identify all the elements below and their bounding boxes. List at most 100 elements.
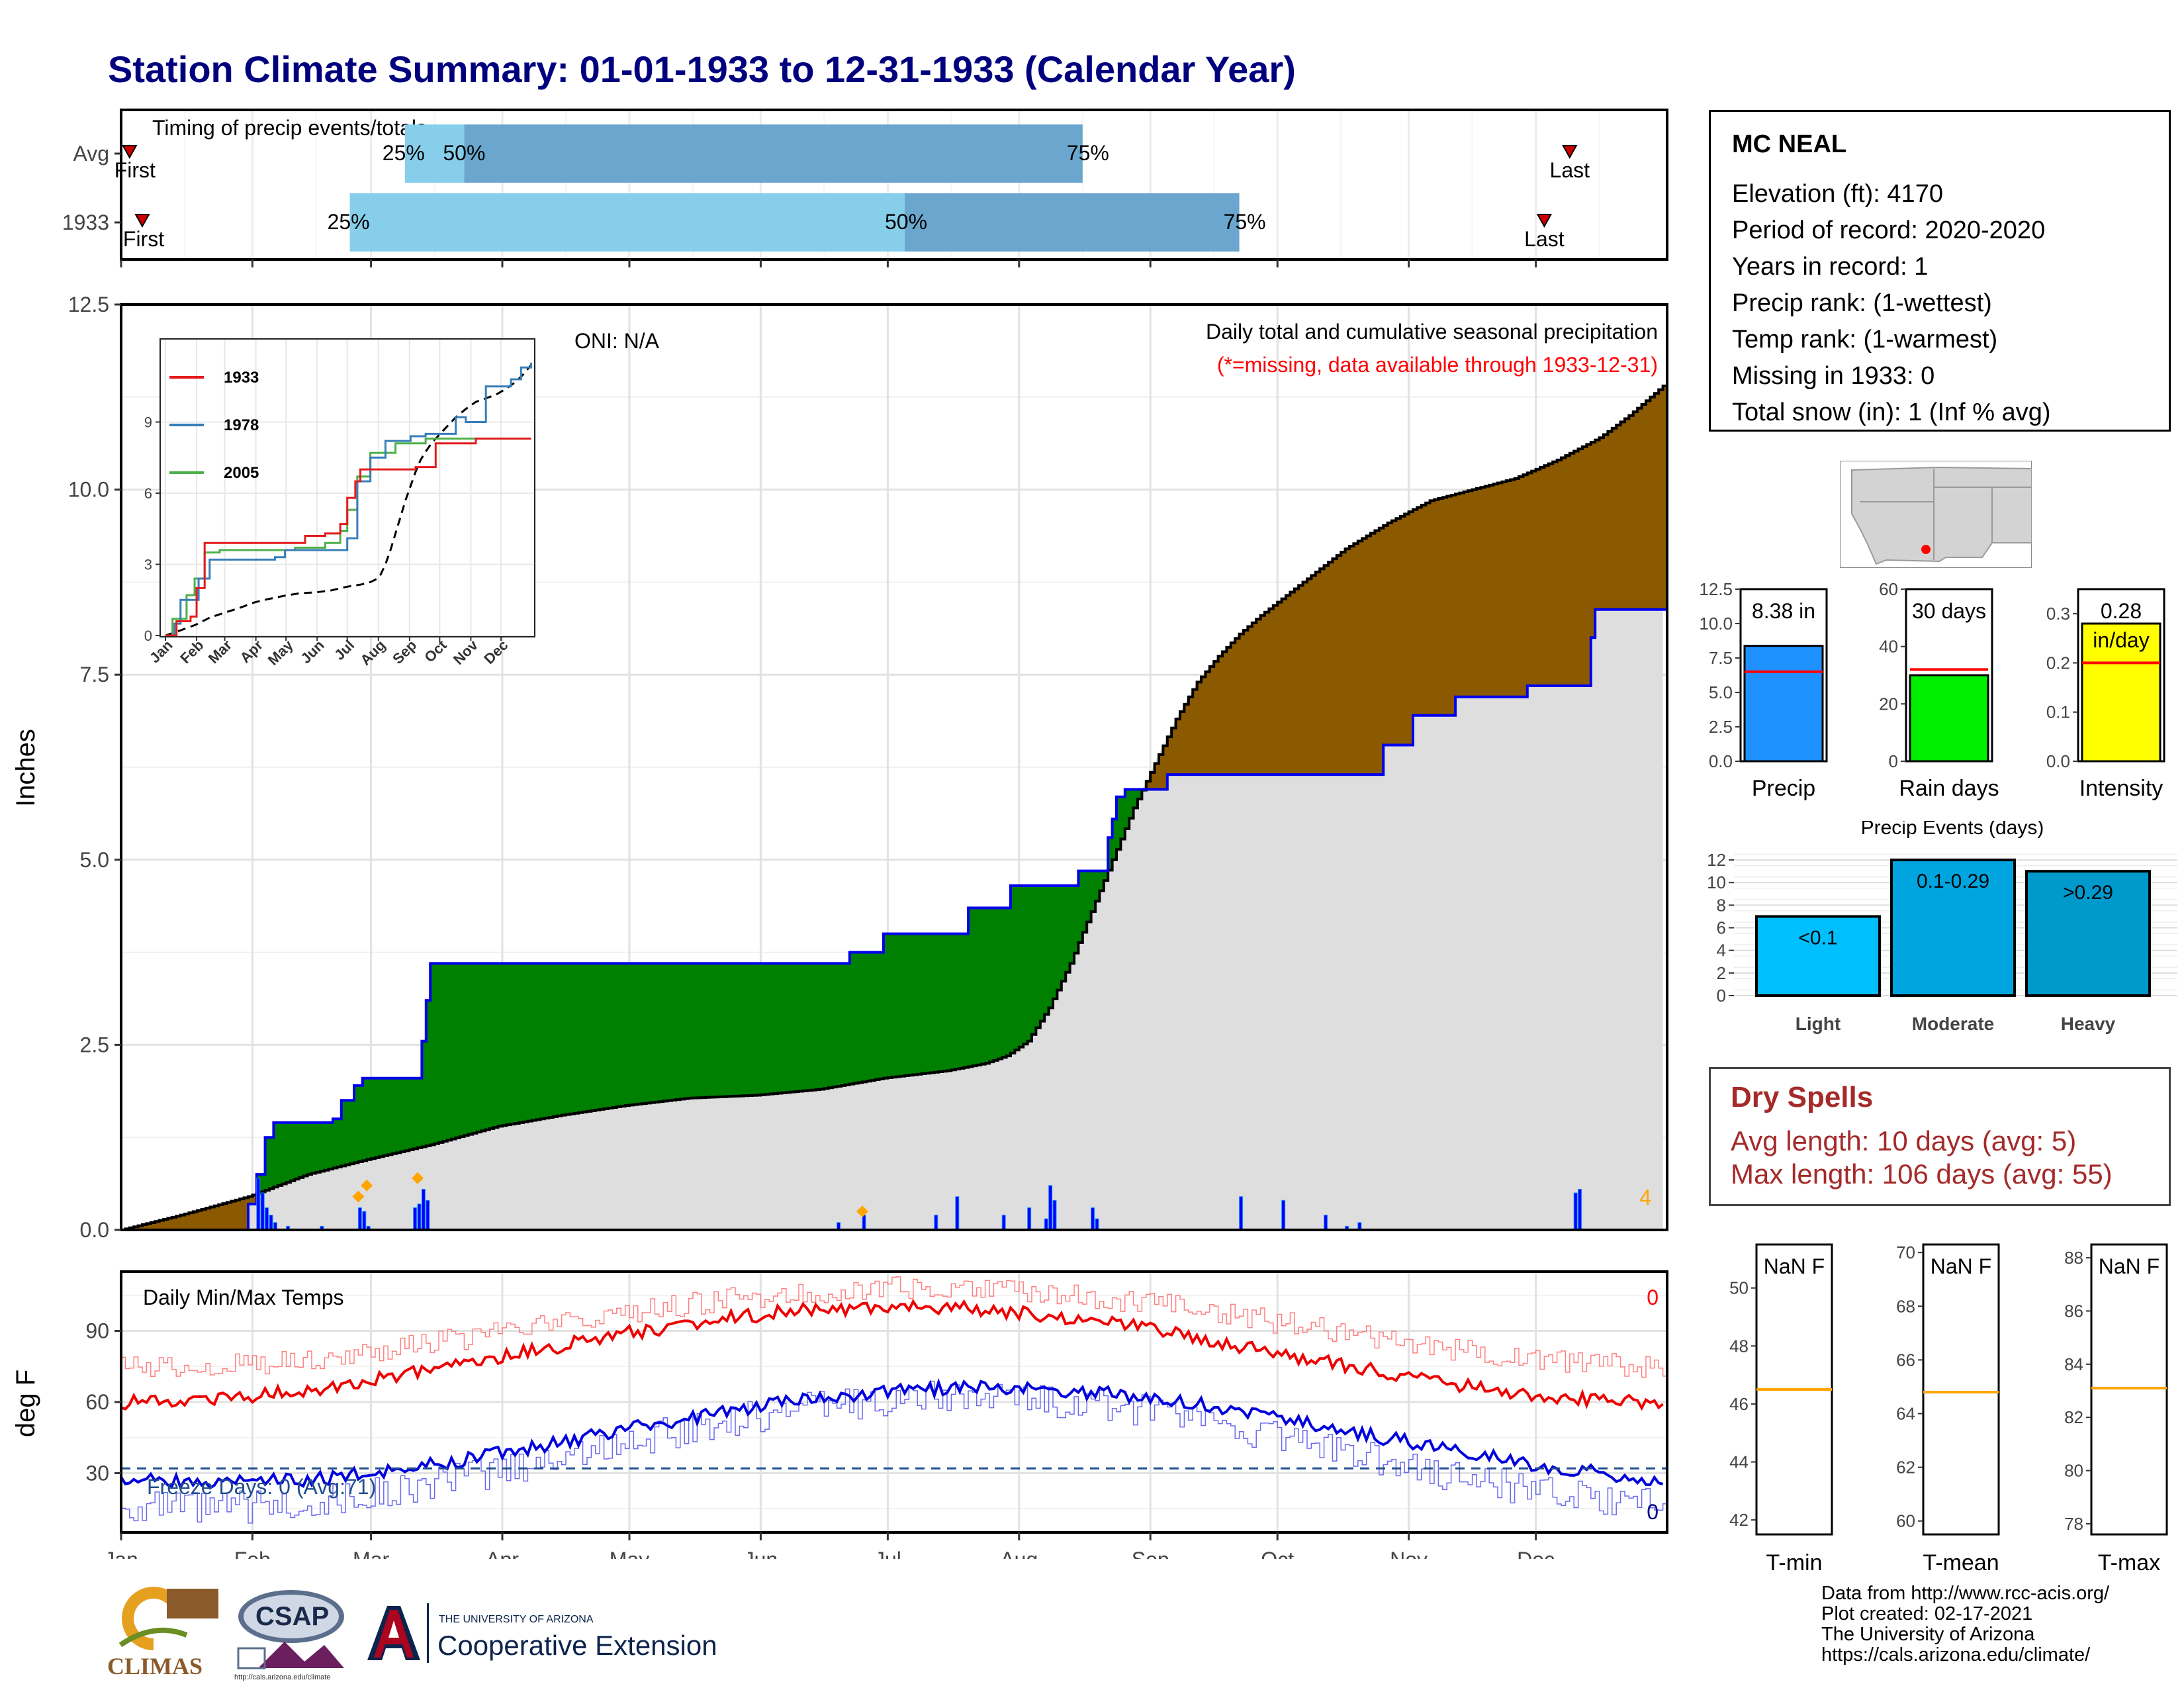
daily-precip-bar <box>1001 1215 1006 1231</box>
difference-fills <box>125 386 1668 1230</box>
above-average-fill <box>1057 885 1062 990</box>
above-average-fill <box>1023 885 1028 1045</box>
above-average-fill <box>316 1122 321 1172</box>
station-info-box: MC NEAL Elevation (ft): 4170 Period of r… <box>1709 110 2171 432</box>
first-event-label: First <box>114 158 156 182</box>
events-y-tick-label: 2 <box>1717 963 1726 983</box>
below-average-fill <box>1315 572 1320 775</box>
freeze-days-label: Freeze Days: 0 (Avg:71) <box>147 1475 376 1499</box>
mini-bar-label: Intensity <box>2079 776 2163 801</box>
above-average-fill <box>523 963 529 1122</box>
daily-precip-bar <box>1324 1215 1328 1231</box>
above-average-fill <box>833 963 838 1088</box>
above-average-fill <box>354 1085 359 1163</box>
below-average-fill <box>1578 449 1583 686</box>
mini-bar-tick-label: 10.0 <box>1699 614 1733 633</box>
month-tick-label: Aug <box>1000 1548 1038 1559</box>
inset-avg-line <box>165 364 532 637</box>
above-average-fill <box>684 963 690 1099</box>
inset-series-line <box>165 362 532 637</box>
above-average-fill <box>714 963 719 1098</box>
above-average-fill <box>972 908 978 1066</box>
above-average-fill <box>884 933 889 1078</box>
daily-precip-bar <box>265 1207 269 1231</box>
snow-marker <box>412 1172 424 1184</box>
above-average-fill <box>1087 870 1092 922</box>
inset-x-tick-label: Aug <box>357 637 388 669</box>
above-average-fill <box>298 1122 304 1178</box>
above-average-fill <box>358 1085 363 1162</box>
below-average-fill <box>1544 465 1549 686</box>
station-line: Missing in 1933: 0 <box>1732 362 1935 390</box>
below-average-fill <box>1150 772 1156 790</box>
above-average-fill <box>625 963 630 1106</box>
inset-x-tick-label: Jul <box>331 637 357 663</box>
above-average-fill <box>460 963 465 1137</box>
inset-x-tick-label: May <box>265 636 296 668</box>
daily-precip-bar <box>1239 1196 1244 1231</box>
below-average-fill <box>1569 453 1574 686</box>
below-average-fill <box>1209 666 1214 775</box>
below-average-fill <box>1197 682 1202 775</box>
below-average-fill <box>1184 704 1189 775</box>
above-average-fill <box>1006 908 1011 1056</box>
above-average-fill <box>913 933 918 1075</box>
above-average-fill <box>409 1078 414 1150</box>
below-average-fill <box>1218 656 1223 775</box>
above-average-fill <box>515 963 520 1123</box>
below-average-fill <box>1489 485 1494 697</box>
temp-box-tick-label: 80 <box>2064 1461 2083 1481</box>
above-average-fill <box>1116 796 1122 850</box>
below-average-fill <box>1413 509 1418 716</box>
dry-spells-title: Dry Spells <box>1731 1081 1874 1113</box>
below-average-fill <box>1659 389 1664 610</box>
station-line: Total snow (in): 1 (Inf % avg) <box>1732 399 2051 426</box>
p25-label: 25% <box>383 141 425 165</box>
inset-x-tick-label: Sep <box>389 637 420 667</box>
temp-boxes: NaN F 42 44 46 48 50 T-min NaN F 60 62 64 66 68 70 T-m… <box>1729 1243 2168 1575</box>
below-average-fill <box>1260 615 1265 775</box>
above-average-fill <box>968 908 974 1067</box>
above-average-fill <box>426 1000 431 1146</box>
above-average-fill <box>1095 870 1101 902</box>
below-average-fill <box>171 1217 177 1230</box>
mini-bar-tick-label: 60 <box>1879 579 1898 599</box>
mini-bar-tick-label: 0.2 <box>2046 653 2070 673</box>
above-average-fill <box>341 1100 346 1166</box>
daily-precip-bar <box>862 1215 866 1231</box>
above-average-fill <box>786 963 791 1093</box>
above-average-fill <box>375 1078 381 1158</box>
inset-legend-label: 2005 <box>224 464 259 482</box>
inset-legend-label: 1933 <box>224 369 259 387</box>
events-y-tick-label: 10 <box>1707 872 1726 892</box>
daily-precip-bars <box>256 1178 1582 1231</box>
temp-y-axis-label: deg F <box>11 1370 40 1437</box>
below-average-fill <box>1230 643 1236 775</box>
mini-bar-charts: 8.38 in 0.0 2.5 5.0 7.5 10.0 12.5 Precip 30 days… <box>1699 579 2165 801</box>
below-average-fill <box>1451 494 1456 716</box>
month-tick-label: Jul <box>874 1548 901 1559</box>
avg-cumulative-line <box>121 385 1667 1231</box>
above-average-fill <box>413 1078 418 1149</box>
above-average-fill <box>333 1119 338 1168</box>
above-average-fill <box>1048 885 1054 1008</box>
above-average-fill <box>570 963 575 1114</box>
above-average-fill <box>1019 885 1024 1047</box>
inset-series-line <box>165 438 531 637</box>
above-average-fill <box>578 963 584 1113</box>
below-average-fill <box>1188 696 1193 775</box>
below-average-fill <box>1277 602 1283 775</box>
daily-precip-bar <box>256 1178 261 1231</box>
dry-spells-max: Max length: 106 days (avg: 55) <box>1731 1158 2113 1190</box>
events-title: Precip Events (days) <box>1861 821 2044 839</box>
month-tick-label: Mar <box>353 1548 389 1559</box>
above-average-fill <box>955 933 960 1070</box>
p50-label: 50% <box>885 210 927 234</box>
below-average-fill <box>1320 569 1325 775</box>
above-average-fill <box>1129 789 1134 819</box>
mini-bar-value-label: 0.28 <box>2101 599 2142 623</box>
above-average-fill <box>1036 885 1041 1028</box>
inset-y-tick-label: 3 <box>144 557 152 573</box>
